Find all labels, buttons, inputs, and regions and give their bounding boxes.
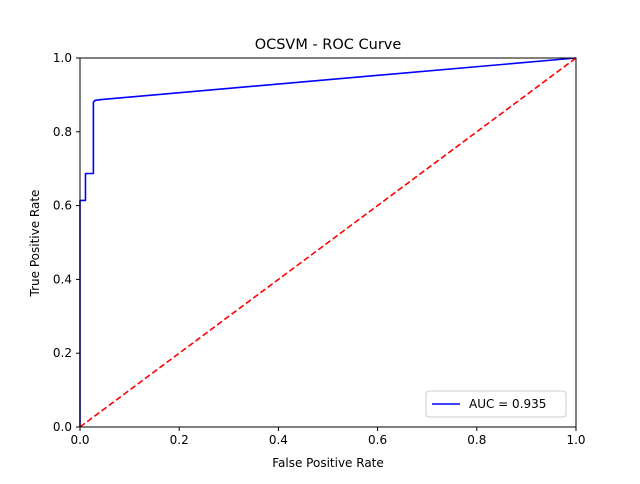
x-tick-label: 0.0 bbox=[70, 433, 89, 447]
plot-area: 0.0 0.2 0.4 0.6 0.8 1.0 0.0 0.2 0.4 0.6 0.8 1.0 bbox=[53, 51, 586, 447]
x-tick-label: 0.2 bbox=[170, 433, 189, 447]
chart-title: OCSVM - ROC Curve bbox=[255, 37, 402, 53]
y-tick-label: 0.0 bbox=[53, 420, 72, 434]
roc-curve-line bbox=[79, 57, 577, 427]
legend-box bbox=[425, 390, 567, 418]
x-tick-label: 0.4 bbox=[269, 433, 288, 447]
plot-frame bbox=[79, 57, 577, 428]
legend: AUC = 0.935 bbox=[425, 390, 567, 418]
y-axis-label: True Positive Rate bbox=[28, 190, 42, 298]
y-tick-label: 0.8 bbox=[53, 125, 72, 139]
x-axis-label: False Positive Rate bbox=[272, 456, 384, 470]
x-tick-label: 1.0 bbox=[566, 433, 585, 447]
x-tick-label: 0.6 bbox=[368, 433, 387, 447]
y-tick-label: 1.0 bbox=[53, 51, 72, 65]
y-tick-label: 0.2 bbox=[53, 346, 72, 360]
chance-diagonal-line bbox=[79, 57, 577, 428]
x-tick-label: 0.8 bbox=[467, 433, 486, 447]
y-tick-label: 0.4 bbox=[53, 272, 72, 286]
y-tick-label: 0.6 bbox=[53, 199, 72, 213]
legend-label: AUC = 0.935 bbox=[469, 397, 546, 411]
